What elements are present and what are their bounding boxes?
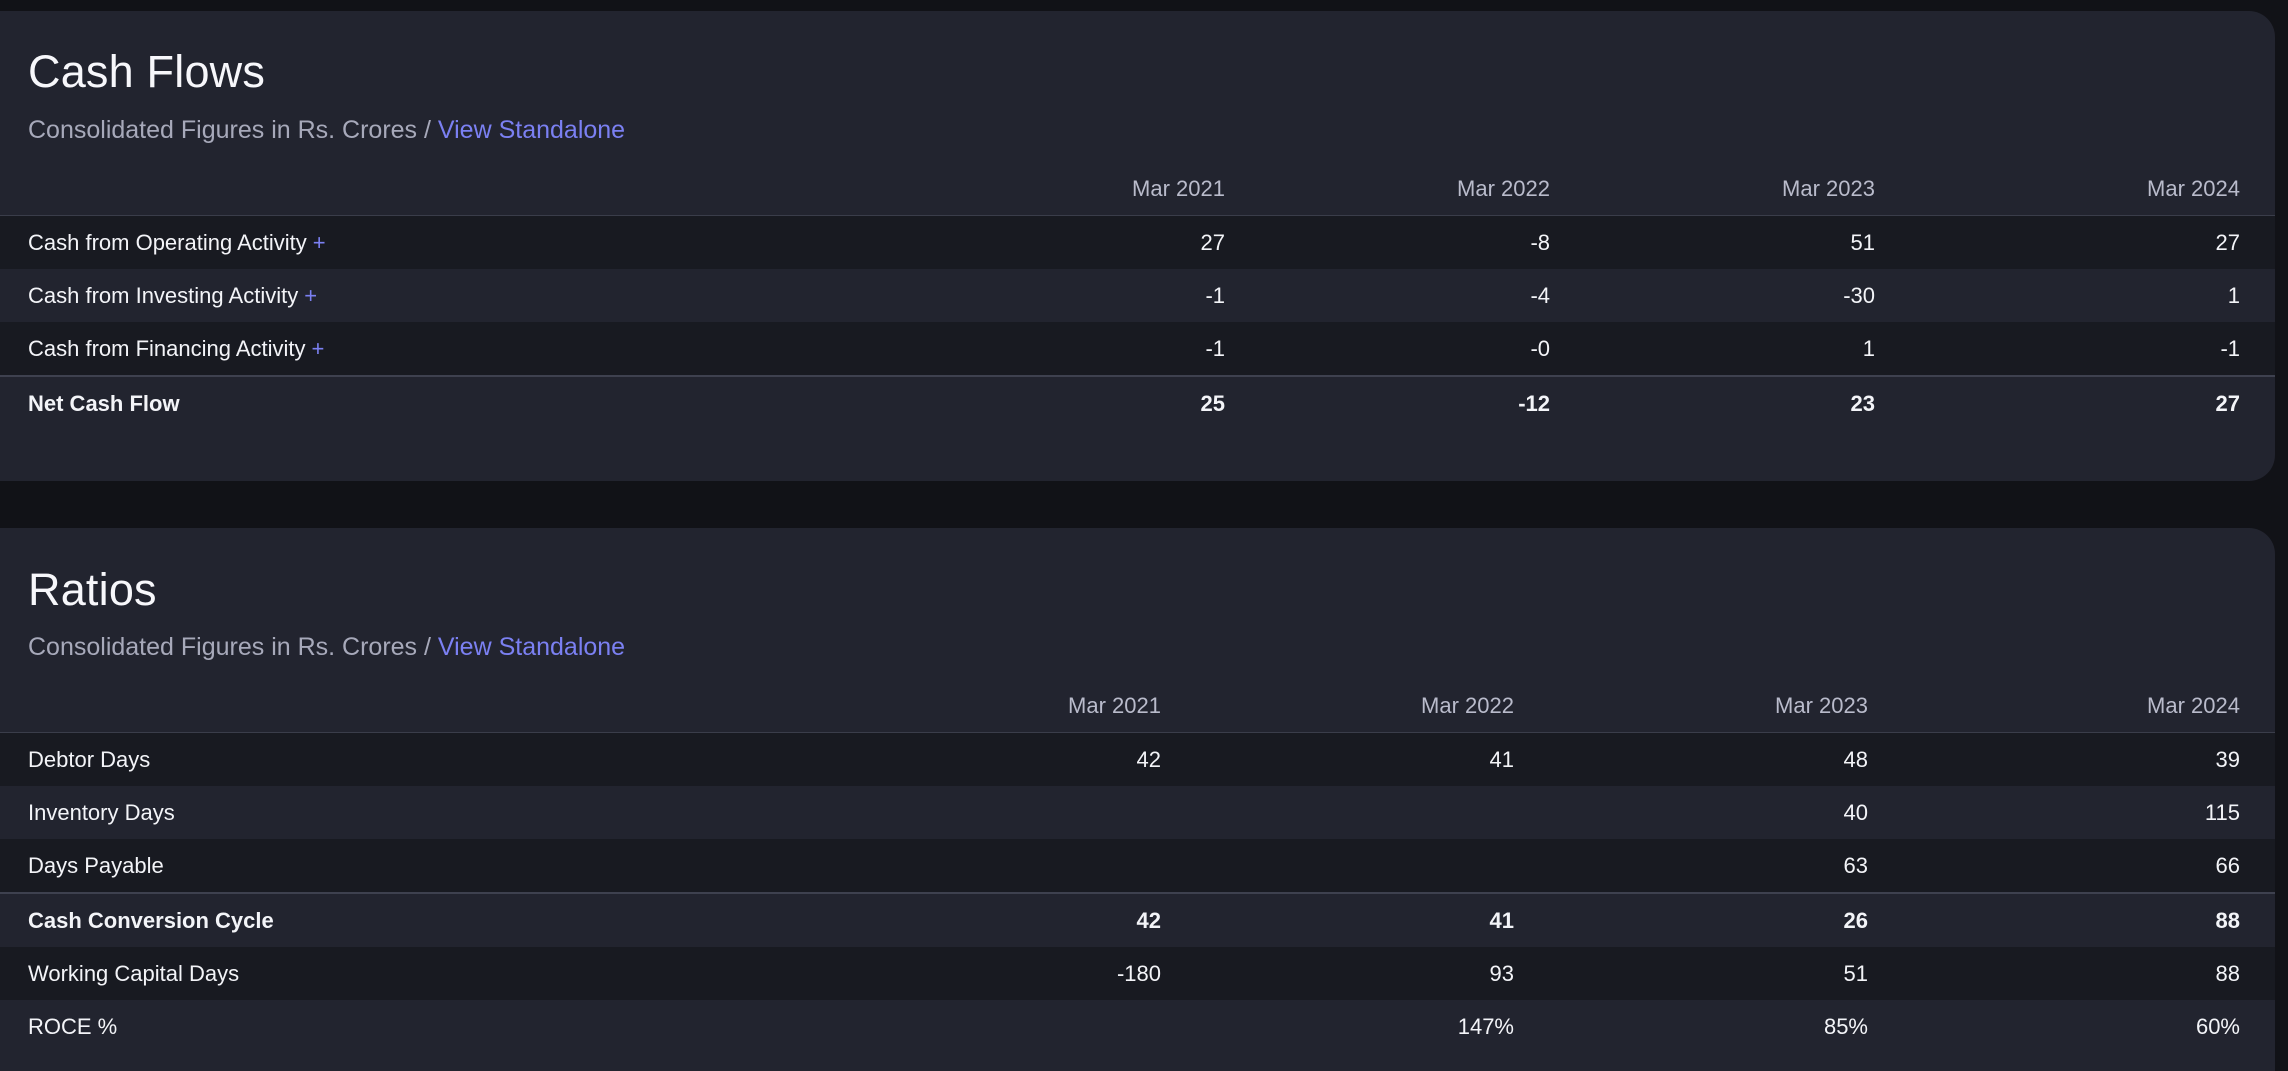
value-cell: 147%	[1457, 1013, 1514, 1039]
row-label-cell: Cash from Investing Activity +	[0, 269, 935, 322]
value-cell: 26	[1843, 907, 1868, 933]
ratios-table: Mar 2021 Mar 2022 Mar 2023 Mar 2024 Debt…	[0, 679, 2275, 1053]
value-cell: -1	[1205, 282, 1225, 308]
table-header-row: Mar 2021 Mar 2022 Mar 2023 Mar 2024	[0, 162, 2275, 216]
value-cell: 93	[1489, 960, 1514, 986]
ratios-section: Ratios Consolidated Figures in Rs. Crore…	[0, 528, 2275, 1071]
expand-plus-button[interactable]: +	[312, 229, 326, 255]
cash-flows-section: Cash Flows Consolidated Figures in Rs. C…	[0, 11, 2275, 481]
value-cell: 41	[1489, 907, 1514, 933]
value-cell	[843, 1000, 1196, 1053]
value-cell: 51	[1843, 960, 1868, 986]
row-label: Cash Conversion Cycle	[28, 907, 274, 933]
row-label: Inventory Days	[28, 799, 175, 825]
value-cell: 63	[1843, 852, 1868, 878]
value-cell: 88	[2215, 907, 2240, 933]
table-row: Working Capital Days -180 93 51 88	[0, 947, 2275, 1000]
value-cell: -1	[1205, 335, 1225, 361]
value-cell	[843, 839, 1196, 893]
table-header-row: Mar 2021 Mar 2022 Mar 2023 Mar 2024	[0, 679, 2275, 733]
value-cell: 51	[1850, 229, 1875, 255]
table-row: Days Payable 63 66	[0, 839, 2275, 893]
row-label: Net Cash Flow	[28, 390, 180, 416]
subtitle-text: Consolidated Figures in Rs. Crores /	[28, 116, 431, 144]
value-cell	[843, 786, 1196, 839]
table-row: Cash from Financing Activity + -1 -0 1 -1	[0, 322, 2275, 376]
value-cell: 1	[2227, 282, 2240, 308]
column-header: Mar 2021	[1068, 692, 1161, 718]
section-subtitle: Consolidated Figures in Rs. Crores / Vie…	[28, 116, 625, 145]
section-subtitle: Consolidated Figures in Rs. Crores / Vie…	[28, 633, 625, 662]
section-title: Ratios	[28, 564, 157, 615]
value-cell: 85%	[1823, 1013, 1868, 1039]
row-label-cell: Cash from Operating Activity +	[0, 216, 935, 270]
column-header: Mar 2021	[1132, 175, 1225, 201]
expand-plus-button[interactable]: +	[311, 335, 325, 361]
value-cell: -180	[1116, 960, 1161, 986]
cash-flows-table: Mar 2021 Mar 2022 Mar 2023 Mar 2024 Cash…	[0, 162, 2275, 430]
value-cell: 23	[1850, 390, 1875, 416]
header-blank	[0, 162, 935, 216]
value-cell: 1	[1862, 335, 1875, 361]
subtitle-text: Consolidated Figures in Rs. Crores /	[28, 633, 431, 661]
value-cell: 48	[1843, 746, 1868, 772]
table-row: Debtor Days 42 41 48 39	[0, 732, 2275, 786]
row-label: ROCE %	[28, 1013, 118, 1039]
total-row: Cash Conversion Cycle 42 41 26 88	[0, 893, 2275, 947]
value-cell: 42	[1136, 746, 1161, 772]
view-standalone-link[interactable]: View Standalone	[437, 633, 626, 661]
value-cell	[1196, 839, 1549, 893]
value-cell: 39	[2215, 746, 2240, 772]
value-cell: -8	[1530, 229, 1550, 255]
row-label: Working Capital Days	[28, 960, 240, 986]
table-row: Inventory Days 40 115	[0, 786, 2275, 839]
value-cell	[1196, 786, 1549, 839]
value-cell: 66	[2215, 852, 2240, 878]
view-standalone-link[interactable]: View Standalone	[437, 116, 626, 144]
table-row: Cash from Operating Activity + 27 -8 51 2…	[0, 215, 2275, 270]
value-cell: 60%	[2195, 1013, 2240, 1039]
value-cell: 41	[1489, 746, 1514, 772]
table-row: Cash from Investing Activity + -1 -4 -30 …	[0, 269, 2275, 322]
row-label: Days Payable	[28, 852, 164, 878]
value-cell: -0	[1530, 335, 1550, 361]
row-label: Cash from Operating Activity	[28, 229, 307, 255]
value-cell: 115	[2204, 799, 2240, 825]
column-header: Mar 2023	[1782, 175, 1875, 201]
value-cell: 40	[1843, 799, 1868, 825]
row-label-cell: Cash from Financing Activity +	[0, 322, 935, 376]
value-cell: 27	[2215, 229, 2240, 255]
row-label: Debtor Days	[28, 746, 151, 772]
row-label: Cash from Financing Activity	[28, 335, 306, 361]
row-label: Cash from Investing Activity	[28, 282, 299, 308]
column-header: Mar 2024	[2147, 692, 2240, 718]
column-header: Mar 2023	[1775, 692, 1868, 718]
value-cell: -1	[2220, 335, 2240, 361]
value-cell: -4	[1530, 282, 1550, 308]
section-title: Cash Flows	[28, 46, 266, 97]
value-cell: 42	[1136, 907, 1161, 933]
table-row: ROCE % 147% 85% 60%	[0, 1000, 2275, 1053]
value-cell: 27	[1200, 229, 1225, 255]
value-cell: 25	[1200, 390, 1225, 416]
value-cell: 27	[2215, 390, 2240, 416]
expand-plus-button[interactable]: +	[304, 282, 318, 308]
total-row: Net Cash Flow 25 -12 23 27	[0, 376, 2275, 430]
value-cell: 88	[2215, 960, 2240, 986]
header-blank	[0, 679, 843, 733]
column-header: Mar 2022	[1421, 692, 1514, 718]
column-header: Mar 2022	[1457, 175, 1550, 201]
column-header: Mar 2024	[2147, 175, 2240, 201]
value-cell: -30	[1843, 282, 1875, 308]
value-cell: -12	[1518, 390, 1550, 416]
